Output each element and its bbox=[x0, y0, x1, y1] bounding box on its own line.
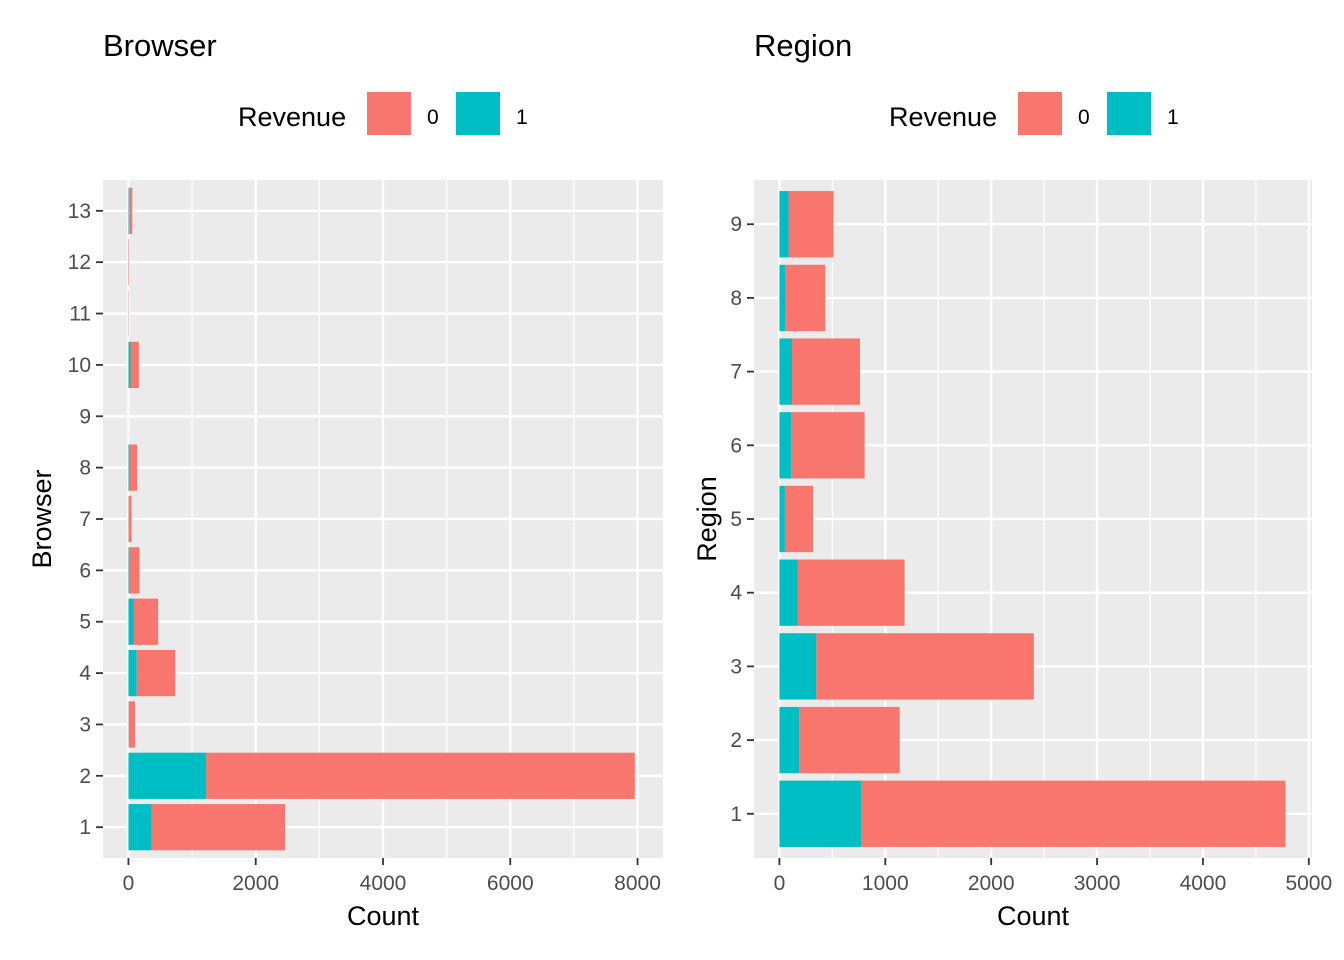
legend: Revenue 0 1 bbox=[889, 92, 1179, 135]
bar-revenue-1-7 bbox=[779, 338, 793, 405]
x-axis: 0 2000 4000 6000 8000 bbox=[123, 858, 661, 895]
bar-revenue-0-7 bbox=[792, 338, 860, 405]
x-tick-label: 2000 bbox=[232, 872, 279, 895]
bar-revenue-0-7 bbox=[128, 495, 132, 543]
bar-revenue-0-13 bbox=[129, 187, 133, 234]
bar-revenue-0-1 bbox=[151, 804, 286, 851]
bar-revenue-1-2 bbox=[779, 706, 800, 774]
x-axis-title: Count bbox=[997, 901, 1070, 931]
legend-label-0: 0 bbox=[1078, 106, 1090, 129]
x-tick-label: 6000 bbox=[487, 872, 534, 895]
y-tick-label: 4 bbox=[730, 582, 742, 605]
legend-label-1: 1 bbox=[1167, 106, 1179, 129]
chart-title: Browser bbox=[103, 28, 217, 63]
bar-revenue-0-10 bbox=[130, 341, 139, 389]
x-tick-label: 2000 bbox=[968, 872, 1015, 895]
x-tick-label: 3000 bbox=[1074, 872, 1121, 895]
y-tick-label: 5 bbox=[79, 611, 91, 634]
x-tick-label: 4000 bbox=[360, 872, 407, 895]
legend-title: Revenue bbox=[238, 102, 346, 132]
bar-revenue-1-13 bbox=[128, 187, 130, 234]
chart-title: Region bbox=[754, 28, 852, 63]
bar-revenue-1-1 bbox=[779, 780, 862, 847]
region-panel: Region Revenue 0 1 1 2 3 4 5 6 7 8 9 0 1000 2000 30… bbox=[692, 28, 1332, 931]
bar-revenue-1-9 bbox=[779, 191, 789, 258]
y-tick-label: 3 bbox=[79, 713, 91, 736]
y-tick-label: 9 bbox=[730, 213, 742, 236]
bar-revenue-1-3 bbox=[779, 633, 817, 700]
y-tick-label: 6 bbox=[79, 559, 91, 582]
bar-revenue-1-8 bbox=[779, 264, 786, 332]
bar-revenue-1-2 bbox=[128, 752, 207, 799]
y-tick-label: 1 bbox=[730, 803, 742, 826]
y-tick-label: 2 bbox=[730, 729, 742, 752]
bar-revenue-0-12 bbox=[128, 239, 130, 286]
y-tick-label: 2 bbox=[79, 765, 91, 788]
y-tick-label: 12 bbox=[68, 251, 91, 274]
bar-revenue-1-5 bbox=[779, 485, 785, 553]
x-tick-label: 0 bbox=[123, 872, 135, 895]
x-tick-label: 8000 bbox=[614, 872, 661, 895]
x-tick-label: 5000 bbox=[1285, 872, 1332, 895]
legend-label-0: 0 bbox=[427, 106, 439, 129]
bar-revenue-0-1 bbox=[861, 780, 1286, 847]
bar-revenue-0-4 bbox=[136, 649, 176, 697]
y-tick-label: 8 bbox=[730, 287, 742, 310]
legend-swatch-1 bbox=[1107, 92, 1151, 135]
y-tick-label: 4 bbox=[79, 662, 91, 685]
bar-revenue-0-3 bbox=[128, 701, 136, 748]
bar-revenue-0-2 bbox=[206, 752, 635, 799]
x-tick-label: 1000 bbox=[862, 872, 909, 895]
legend-swatch-0 bbox=[367, 92, 411, 135]
bar-revenue-1-4 bbox=[128, 649, 137, 697]
y-tick-label: 1 bbox=[79, 816, 91, 839]
x-tick-label: 0 bbox=[774, 872, 786, 895]
y-tick-label: 9 bbox=[79, 405, 91, 428]
legend-label-1: 1 bbox=[516, 106, 528, 129]
bar-revenue-0-5 bbox=[784, 485, 814, 553]
bar-revenue-0-2 bbox=[799, 706, 900, 774]
legend: Revenue 0 1 bbox=[238, 92, 528, 135]
bar-revenue-0-8 bbox=[129, 444, 138, 491]
bar-revenue-1-4 bbox=[779, 559, 798, 626]
legend-swatch-1 bbox=[456, 92, 500, 135]
y-tick-label: 13 bbox=[68, 200, 91, 223]
y-axis: 1 2 3 4 5 6 7 8 9 bbox=[730, 213, 754, 826]
y-tick-label: 7 bbox=[79, 508, 91, 531]
legend-title: Revenue bbox=[889, 102, 997, 132]
y-tick-label: 8 bbox=[79, 457, 91, 480]
legend-swatch-0 bbox=[1018, 92, 1062, 135]
bars bbox=[128, 187, 635, 851]
bar-revenue-0-6 bbox=[791, 412, 865, 479]
y-axis-title: Region bbox=[692, 476, 722, 562]
bar-revenue-1-6 bbox=[128, 547, 130, 594]
bar-revenue-0-4 bbox=[797, 559, 905, 626]
y-tick-label: 5 bbox=[730, 508, 742, 531]
bar-revenue-0-5 bbox=[133, 598, 159, 645]
bar-revenue-0-9 bbox=[788, 191, 834, 258]
bar-revenue-0-6 bbox=[129, 547, 140, 594]
y-tick-label: 6 bbox=[730, 434, 742, 457]
y-axis-title: Browser bbox=[27, 469, 57, 568]
bar-revenue-0-8 bbox=[785, 264, 826, 332]
y-tick-label: 10 bbox=[68, 354, 91, 377]
x-tick-label: 4000 bbox=[1180, 872, 1227, 895]
x-axis-title: Count bbox=[347, 901, 420, 931]
bar-revenue-0-3 bbox=[816, 633, 1034, 700]
bar-revenue-1-5 bbox=[128, 598, 134, 645]
bars bbox=[779, 191, 1286, 847]
bar-revenue-1-6 bbox=[779, 412, 792, 479]
bar-revenue-1-10 bbox=[128, 341, 131, 389]
y-tick-label: 3 bbox=[730, 655, 742, 678]
bar-revenue-1-1 bbox=[128, 804, 152, 851]
x-axis: 0 1000 2000 3000 4000 5000 bbox=[774, 858, 1332, 895]
y-tick-label: 7 bbox=[730, 361, 742, 384]
y-tick-label: 11 bbox=[69, 303, 91, 326]
bar-revenue-1-8 bbox=[128, 444, 130, 491]
